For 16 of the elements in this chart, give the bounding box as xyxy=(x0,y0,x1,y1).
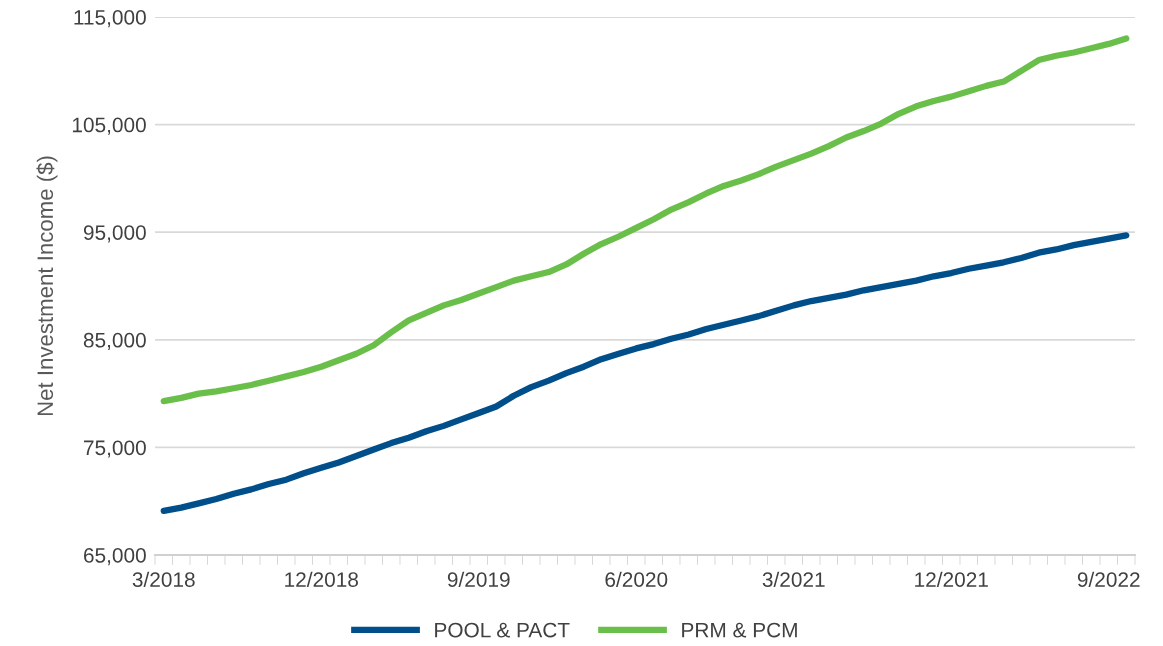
legend-label: PRM & PCM xyxy=(682,622,797,638)
y-tick-label: 65,000 xyxy=(84,548,146,566)
legend-label: POOL & PACT xyxy=(435,622,570,638)
x-tick-label: 9/2019 xyxy=(447,571,510,587)
y-tick-label: 95,000 xyxy=(83,225,146,243)
x-tick-label: 3/2021 xyxy=(762,571,825,587)
y-tick-label: 75,000 xyxy=(84,440,146,458)
y-axis-title: Net Investment Income ($) xyxy=(36,156,58,416)
y-tick-label: 115,000 xyxy=(74,10,146,28)
y-tick-label: 85,000 xyxy=(83,332,146,351)
x-tick-label: 9/2022 xyxy=(1077,571,1140,587)
x-tick-label: 6/2020 xyxy=(605,571,668,587)
x-tick-label: 3/2018 xyxy=(132,571,195,587)
y-tick-label: 105,000 xyxy=(72,117,146,135)
x-tick-label: 12/2021 xyxy=(915,571,988,587)
x-tick-label: 12/2018 xyxy=(285,571,358,587)
